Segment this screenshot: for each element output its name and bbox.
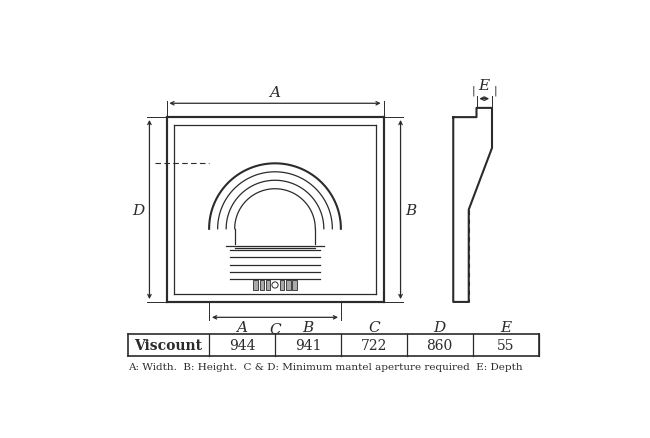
Text: E: E [478,79,490,93]
Text: B: B [302,320,313,334]
Text: 941: 941 [294,338,321,352]
Text: |: | [472,85,475,95]
Text: A: Width.  B: Height.  C & D: Minimum mantel aperture required  E: Depth: A: Width. B: Height. C & D: Minimum mant… [128,362,523,371]
Bar [254,281,258,290]
Text: D: D [133,203,145,217]
Text: C: C [368,320,380,334]
Text: 944: 944 [229,338,255,352]
Text: E: E [500,320,511,334]
Text: B: B [405,203,417,217]
Bar [286,281,291,290]
Bar [292,281,296,290]
Text: 860: 860 [426,338,453,352]
Text: C: C [269,322,281,336]
Text: |: | [493,85,497,95]
Text: 55: 55 [497,338,514,352]
Text: A: A [270,85,281,99]
Text: Viscount: Viscount [135,338,202,352]
Text: A: A [237,320,248,334]
Text: D: D [434,320,446,334]
Bar [280,281,284,290]
Text: 722: 722 [361,338,387,352]
Bar [266,281,270,290]
Bar [259,281,264,290]
